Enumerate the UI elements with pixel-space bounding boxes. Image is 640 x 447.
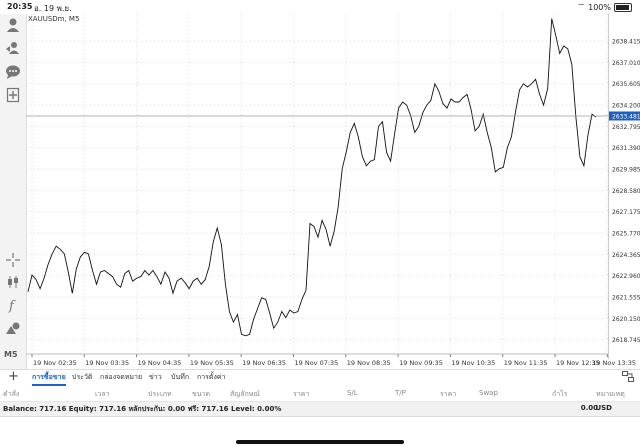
bottom-tabs: + การซื้อขาย ประวัติ กล่องจดหมาย ข่าว บั… <box>0 369 640 386</box>
balance-summary: Balance: 717.16 Equity: 717.16 หลักประกั… <box>3 405 282 413</box>
col-order[interactable]: คำสั่ง <box>3 390 20 398</box>
col-profit[interactable]: กำไร <box>552 390 568 398</box>
balance-bar: Balance: 717.16 Equity: 717.16 หลักประกั… <box>0 402 640 417</box>
x-tick-label: 19 Nov 06:35 <box>242 359 287 367</box>
tab-mailbox[interactable]: กล่องจดหมาย <box>100 373 143 381</box>
user-icon[interactable] <box>5 17 21 33</box>
y-tick-label: 2635.605 <box>612 81 640 88</box>
col-current-price[interactable]: ราคา <box>440 390 457 398</box>
status-right: ⌔ 100% <box>578 2 632 12</box>
col-symbol[interactable]: สัญลักษณ์ <box>230 390 260 398</box>
battery-label: 100% <box>588 2 611 12</box>
chat-icon[interactable] <box>5 64 21 80</box>
timeframe-label[interactable]: M5 <box>4 350 18 359</box>
y-tick-label: 2628.580 <box>612 188 640 195</box>
x-tick-label: 19 Nov 05:35 <box>189 359 234 367</box>
orders-column-header: คำสั่ง เวลา ประเภท ขนาด สัญลักษณ์ ราคา S… <box>0 387 640 402</box>
tab-settings[interactable]: การตั้งค่า <box>197 373 226 381</box>
y-tick-label: 2624.365 <box>612 252 640 259</box>
x-tick-label: 19 Nov 04:35 <box>137 359 182 367</box>
account-currency: USD <box>595 404 612 412</box>
current-price-badge <box>609 111 640 121</box>
expand-panel-icon[interactable] <box>622 371 634 382</box>
price-axis-svg: 2638.415 2637.010 2635.605 2634.200 2632.795… <box>609 39 640 344</box>
col-sl[interactable]: S/L <box>347 389 358 397</box>
x-tick-label: 19 Nov 03:35 <box>85 359 130 367</box>
y-tick-label: 2622.960 <box>612 273 640 280</box>
add-document-icon[interactable] <box>5 87 21 103</box>
tab-journal[interactable]: บันทึก <box>171 373 190 381</box>
svg-text:f: f <box>8 299 16 313</box>
user-swap-icon[interactable] <box>5 40 21 56</box>
y-tick-label: 2618.745 <box>612 337 640 344</box>
status-bar: 20:35 อ. 19 พ.ย. ⌔ 100% <box>0 0 640 14</box>
col-swap[interactable]: Swap <box>479 389 498 397</box>
col-volume[interactable]: ขนาด <box>192 390 211 398</box>
y-tick-label: 2625.770 <box>612 231 640 238</box>
current-price-label: 2633.481 <box>612 113 640 120</box>
y-tick-label: 2632.795 <box>612 124 640 131</box>
battery-icon <box>614 2 632 12</box>
col-comment[interactable]: หมายเหตุ <box>596 390 625 398</box>
x-tick-label: 19 Nov 09:35 <box>399 359 443 367</box>
y-tick-label: 2638.415 <box>612 39 640 46</box>
col-tp[interactable]: T/P <box>395 389 406 397</box>
y-tick-label: 2620.150 <box>612 316 640 323</box>
candlestick-icon[interactable] <box>5 274 21 290</box>
price-series-line <box>27 18 597 337</box>
col-time[interactable]: เวลา <box>95 390 110 398</box>
tab-history[interactable]: ประวัติ <box>72 373 93 381</box>
tab-trade[interactable]: การซื้อขาย <box>32 372 66 386</box>
price-chart-svg[interactable] <box>26 14 608 359</box>
col-price[interactable]: ราคา <box>293 390 310 398</box>
status-time: 20:35 <box>7 2 33 11</box>
tab-news[interactable]: ข่าว <box>149 373 162 381</box>
indicator-f-icon[interactable]: f <box>5 297 21 313</box>
x-tick-label: 19 Nov 13:35 <box>592 359 636 367</box>
x-tick-label: 19 Nov 07:35 <box>294 359 339 367</box>
price-chart[interactable]: XAUUSDm, M5 <box>26 14 608 359</box>
y-tick-label: 2631.390 <box>612 145 640 152</box>
status-date: อ. 19 พ.ย. <box>34 4 72 13</box>
add-icon[interactable]: + <box>8 369 19 384</box>
chart-symbol: XAUUSDm, M5 <box>28 15 80 23</box>
wifi-icon: ⌔ <box>577 2 586 11</box>
objects-icon[interactable] <box>5 320 21 336</box>
y-tick-label: 2627.175 <box>612 209 640 216</box>
y-tick-label: 2621.555 <box>612 295 640 302</box>
x-tick-label: 19 Nov 02:35 <box>33 359 77 367</box>
y-tick-label: 2634.200 <box>612 103 640 110</box>
col-type[interactable]: ประเภท <box>148 390 172 398</box>
y-tick-label: 2629.985 <box>612 167 640 174</box>
x-tick-label: 19 Nov 08:35 <box>346 359 391 367</box>
left-toolbar: f M5 <box>0 14 27 376</box>
x-tick-label: 19 Nov 11:35 <box>503 359 548 367</box>
price-axis: 2638.415 2637.010 2635.605 2634.200 2632.795… <box>608 14 640 359</box>
total-profit: 0.00 <box>580 404 598 412</box>
y-tick-label: 2637.010 <box>612 60 640 67</box>
x-tick-label: 19 Nov 10:35 <box>451 359 496 367</box>
x-tick-label: 19 Nov 12:35 <box>556 359 600 367</box>
home-indicator <box>236 440 404 444</box>
crosshair-icon[interactable] <box>5 252 21 268</box>
